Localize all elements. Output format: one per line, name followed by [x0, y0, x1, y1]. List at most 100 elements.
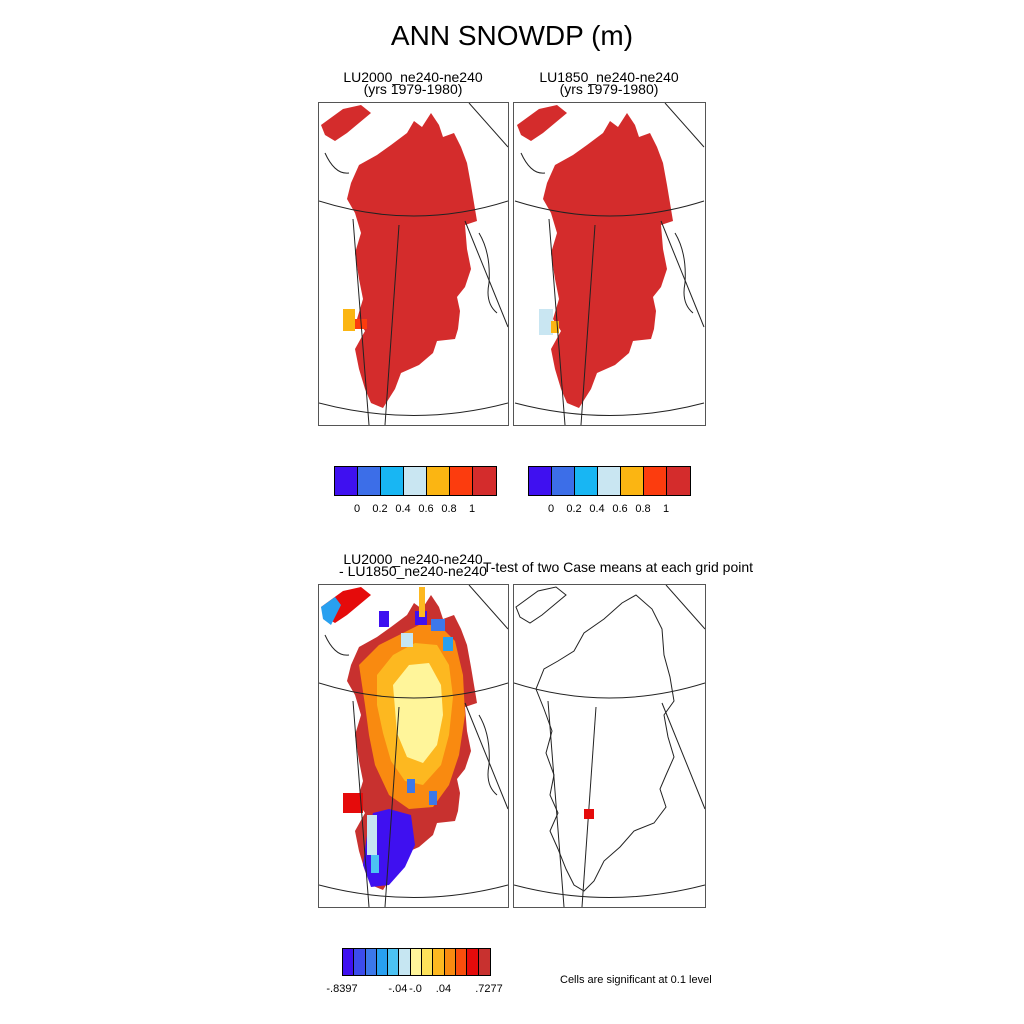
colorbar-lu2000	[334, 466, 497, 496]
greenland-nw-island	[321, 105, 371, 141]
longitude-line	[468, 585, 508, 630]
colorbar-lu1850-swatch	[575, 467, 598, 495]
colorbar-lu1850-tick-label: 0.2	[566, 503, 582, 515]
colorbar-lu2000-ticks: 0 0.2 0.4 0.6 0.8 1	[334, 503, 495, 517]
map-panel-ttest	[513, 584, 706, 908]
colorbar-lu2000-swatch	[404, 467, 427, 495]
longitude-line	[660, 220, 705, 328]
colorbar-difference-swatch	[343, 949, 355, 975]
colorbar-lu2000-swatch	[450, 467, 473, 495]
greenland-snowdepth-area	[347, 113, 477, 408]
colorbar-lu1850-swatch	[667, 467, 690, 495]
longitude-line	[384, 706, 400, 907]
west-coast-cell	[343, 309, 355, 331]
coastline	[520, 152, 546, 174]
panel-3-title-line2: - LU1850_ne240-ne240	[339, 563, 487, 579]
longitude-line	[580, 224, 596, 425]
longitude-line	[664, 103, 705, 148]
longitude-line	[464, 702, 508, 810]
panel-1-title-line1: LU2000_ne240-ne240	[343, 69, 483, 85]
colorbar-difference-swatch	[410, 949, 423, 975]
colorbar-lu2000-tick-label: 0.6	[418, 503, 434, 515]
latitude-line	[514, 682, 705, 699]
latitude-line	[319, 884, 508, 898]
longitude-line	[468, 103, 508, 148]
longitude-line	[581, 706, 597, 907]
colorbar-difference-swatch	[399, 949, 411, 975]
longitude-line	[384, 224, 400, 425]
colorbar-lu2000-swatch	[473, 467, 496, 495]
main-title: ANN SNOWDP (m)	[390, 20, 634, 51]
map-difference-svg	[319, 585, 508, 907]
significant-cell	[584, 809, 594, 819]
colorbar-difference-swatch	[388, 949, 400, 975]
colorbar-difference-swatch	[467, 949, 479, 975]
greenland-snowdepth-area	[543, 113, 673, 408]
longitude-line	[352, 218, 370, 425]
colorbar-difference-swatch	[478, 949, 490, 975]
longitude-line	[547, 700, 565, 907]
map-lu1850-svg	[514, 103, 705, 425]
colorbar-lu2000-swatch	[358, 467, 381, 495]
panel-2-title-line2: (yrs 1979-1980)	[559, 81, 659, 97]
greenland-coastline	[535, 594, 675, 892]
colorbar-difference-swatch	[433, 949, 445, 975]
panel-1-title: LU2000_ne240-ne240 (yrs 1979-1980)	[318, 69, 508, 97]
colorbar-lu1850-tick-label: 0	[547, 503, 555, 515]
colorbar-difference-tick-label: -.8397	[326, 983, 358, 995]
colorbar-lu2000-swatch	[381, 467, 404, 495]
colorbar-lu1850-ticks: 0 0.2 0.4 0.6 0.8 1	[528, 503, 689, 517]
colorbar-difference-tick-label: -.04	[388, 983, 408, 995]
latitude-line	[319, 200, 508, 217]
colorbar-lu2000-swatch	[427, 467, 450, 495]
map-ttest-svg	[514, 585, 705, 907]
map-panel-lu1850	[513, 102, 706, 426]
colorbar-difference-swatch	[365, 949, 377, 975]
significance-note: Cells are significant at 0.1 level	[560, 974, 712, 986]
colorbar-difference-tick-label: .04	[435, 983, 452, 995]
colorbar-lu2000-swatch	[335, 467, 358, 495]
coastline	[478, 714, 498, 796]
coastline	[324, 152, 350, 174]
coastline	[478, 232, 498, 314]
colorbar-difference-swatch	[422, 949, 434, 975]
colorbar-lu1850-swatch	[529, 467, 552, 495]
panel-3-title-line1: LU2000_ne240-ne240	[343, 551, 483, 567]
latitude-line	[514, 402, 705, 416]
colorbar-lu1850-tick-label: 1	[662, 503, 670, 515]
colorbar-lu1850-swatch	[621, 467, 644, 495]
colorbar-lu2000-tick-label: 0.2	[372, 503, 388, 515]
longitude-line	[661, 702, 705, 810]
latitude-line	[319, 682, 508, 699]
diff-pale-zone	[393, 663, 443, 763]
longitude-line	[464, 220, 508, 328]
latitude-line	[514, 884, 705, 898]
colorbar-lu2000-tick-label: 0.4	[395, 503, 411, 515]
map-panel-lu2000	[318, 102, 509, 426]
panel-1-title-line2: (yrs 1979-1980)	[363, 81, 463, 97]
longitude-line	[665, 585, 705, 630]
latitude-line	[319, 402, 508, 416]
panel-2-title: LU1850_ne240-ne240 (yrs 1979-1980)	[514, 69, 704, 97]
longitude-line	[352, 700, 370, 907]
colorbar-lu2000-tick-label: 0	[353, 503, 361, 515]
colorbar-difference	[342, 948, 491, 976]
colorbar-difference-swatch	[444, 949, 456, 975]
colorbar-lu1850-swatch	[552, 467, 575, 495]
colorbar-difference-swatch	[376, 949, 389, 975]
colorbar-difference-ticks: -.8397 -.04 -.0 .04 .7277	[326, 983, 502, 997]
map-lu2000-svg	[319, 103, 508, 425]
panel-3-title: LU2000_ne240-ne240 - LU1850_ne240-ne240	[318, 551, 508, 579]
colorbar-lu2000-tick-label: 0.8	[441, 503, 457, 515]
coastline	[324, 634, 350, 656]
coastline	[674, 232, 694, 314]
colorbar-lu1850-swatch	[598, 467, 621, 495]
colorbar-difference-tick-label: -.0	[409, 983, 422, 995]
longitude-line	[548, 218, 566, 425]
panel-2-title-line1: LU1850_ne240-ne240	[539, 69, 679, 85]
nw-island-outline	[515, 586, 567, 624]
west-coast-cell	[539, 309, 553, 335]
colorbar-difference-swatch	[354, 949, 366, 975]
colorbar-lu1850-tick-label: 0.4	[589, 503, 605, 515]
panel-4-title: T-test of two Case means at each grid po…	[482, 559, 754, 575]
